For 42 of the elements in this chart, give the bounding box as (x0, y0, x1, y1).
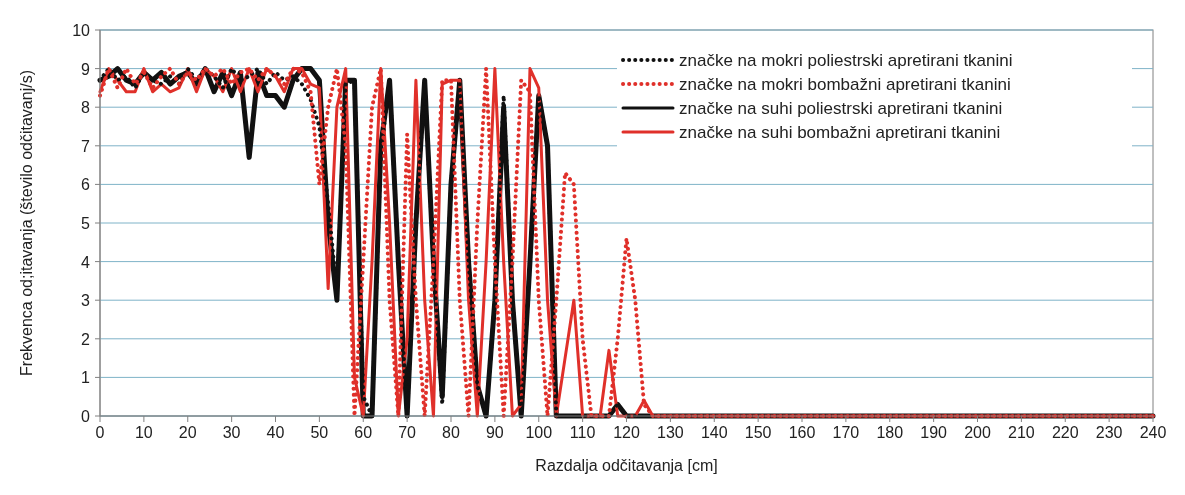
legend-label: značke na mokri bombažni apretirani tkanini (679, 75, 1011, 94)
y-tick-label: 7 (81, 137, 91, 155)
y-tick-label: 3 (81, 292, 91, 310)
y-tick-label: 6 (81, 176, 91, 194)
y-axis-title: Frekvenca od;itavanja (število odčitavanj/s) (18, 70, 35, 376)
y-tick-label: 2 (81, 330, 91, 348)
legend-label: značke na mokri poliestrski apretirani tkanini (679, 51, 1013, 70)
x-tick-label: 190 (920, 424, 948, 441)
x-tick-label: 120 (613, 424, 640, 441)
x-tick-label: 210 (1008, 424, 1035, 441)
x-tick-label: 0 (95, 424, 105, 441)
x-tick-label: 20 (178, 424, 197, 441)
x-tick-label: 80 (442, 424, 460, 441)
x-axis-title: Razdalja odčitavanja [cm] (535, 457, 718, 474)
legend-label: značke na suhi poliestrski apretirani tkanini (679, 99, 1003, 118)
x-tick-label: 110 (569, 424, 596, 441)
x-tick-label: 30 (222, 424, 241, 441)
x-tick-label: 140 (700, 424, 728, 441)
x-tick-label: 100 (525, 424, 553, 441)
x-tick-label: 70 (398, 424, 417, 441)
y-tick-label: 10 (72, 22, 91, 39)
x-tick-label: 160 (788, 424, 816, 441)
x-tick-label: 130 (657, 424, 684, 441)
y-tick-label: 9 (81, 60, 91, 78)
y-tick-label: 0 (81, 408, 91, 425)
x-tick-label: 230 (1095, 424, 1123, 441)
x-tick-label: 180 (876, 424, 904, 441)
x-tick-label: 200 (964, 424, 991, 441)
x-tick-label: 90 (485, 424, 504, 441)
x-tick-label: 240 (1139, 424, 1167, 441)
x-tick-label: 150 (744, 424, 772, 441)
x-tick-label: 220 (1051, 424, 1079, 441)
x-tick-label: 10 (134, 424, 153, 441)
x-tick-label: 50 (310, 424, 329, 441)
legend-label: značke na suhi bombažni apretirani tkanini (679, 123, 1001, 142)
y-tick-label: 4 (81, 253, 91, 271)
y-tick-label: 1 (81, 369, 91, 387)
x-tick-label: 170 (832, 424, 860, 441)
x-tick-label: 60 (354, 424, 373, 441)
y-tick-label: 8 (81, 99, 91, 117)
x-tick-label: 40 (266, 424, 285, 441)
y-tick-label: 5 (81, 215, 91, 232)
